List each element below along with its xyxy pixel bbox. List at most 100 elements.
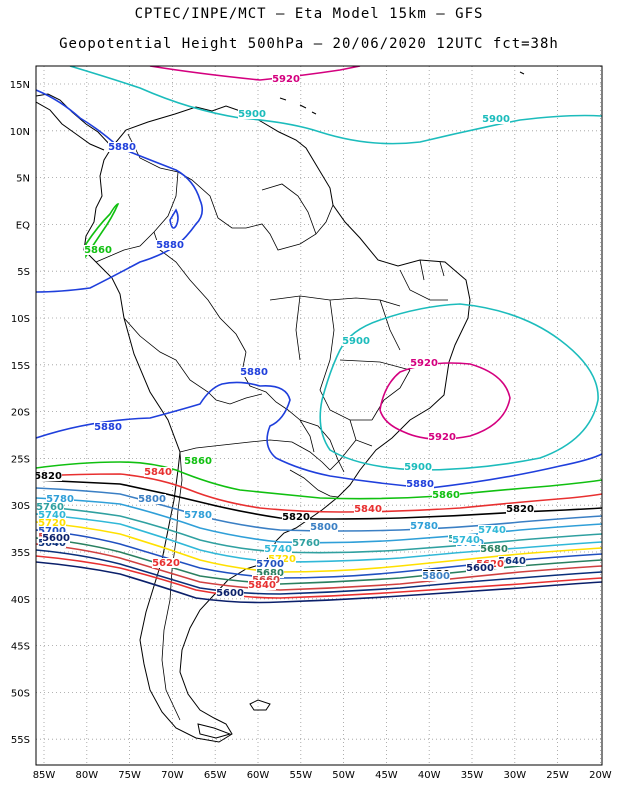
contour-label-bg — [498, 556, 526, 566]
contour-label: 5880 — [406, 479, 434, 490]
contour-label: 5680 — [480, 544, 508, 555]
contour-label: 5820 — [282, 512, 310, 523]
contour-5860 — [36, 461, 602, 500]
falkland-islands — [249, 699, 271, 711]
contour-label: 5800 — [310, 522, 338, 533]
contour-label-bg — [480, 544, 508, 554]
contour-label: 5740 — [264, 544, 292, 555]
contour-5620 — [36, 555, 602, 599]
contour-label: 5860 — [84, 245, 112, 256]
x-tick-label: 65W — [204, 770, 227, 781]
contour-label-bg — [310, 522, 338, 532]
contour-label-bg — [156, 240, 184, 250]
contour-label-bg — [264, 544, 292, 554]
contour-label: 5880 — [156, 240, 184, 251]
contour-label-bg — [36, 502, 64, 512]
contour-label-bg — [452, 535, 480, 545]
x-tick-label: 45W — [375, 770, 398, 781]
contour-label: 5740 — [38, 510, 66, 521]
contour-label: 5780 — [410, 521, 438, 532]
contour-label: 5920 — [272, 74, 300, 85]
y-tick-label: 30S — [11, 501, 30, 512]
contour-label-bg — [272, 74, 300, 84]
y-tick-label: 55S — [11, 735, 30, 746]
contour-label-bg — [422, 571, 450, 581]
y-tick-label: 5N — [16, 174, 30, 185]
contour-label-bg — [292, 538, 320, 548]
contour-5900 — [319, 303, 599, 471]
y-tick-label: 10S — [11, 314, 30, 325]
y-tick-label: 20S — [11, 408, 30, 419]
contour-label-bg — [238, 109, 266, 119]
contour-label: 5880 — [108, 142, 136, 153]
contour-5860 — [85, 203, 120, 259]
contour-5880 — [169, 208, 179, 229]
contour-lines — [36, 66, 602, 604]
contour-label-bg — [144, 467, 172, 477]
contour-label-bg — [216, 588, 244, 598]
y-tick-label: 50S — [11, 688, 30, 699]
contour-label: 5600 — [42, 533, 70, 544]
contour-label-bg — [184, 456, 212, 466]
contour-5840 — [36, 473, 602, 513]
contour-label: 5840 — [144, 467, 172, 478]
y-tick-label: 35S — [11, 548, 30, 559]
contour-label: 5760 — [292, 538, 320, 549]
contour-label: 5900 — [342, 336, 370, 347]
contour-label-bg — [240, 367, 268, 377]
contour-label-bg — [482, 114, 510, 124]
contour-label-bg — [354, 504, 382, 514]
y-tick-label: 15S — [11, 361, 30, 372]
x-tick-label: 85W — [33, 770, 56, 781]
contour-label: 5640 — [498, 556, 526, 567]
contour-label-bg — [506, 504, 534, 514]
contour-label: 5860 — [432, 490, 460, 501]
contour-label-bg — [256, 559, 284, 569]
x-tick-label: 75W — [118, 770, 141, 781]
contour-label: 5920 — [428, 432, 456, 443]
contour-label: 5880 — [94, 422, 122, 433]
contour-label-bg — [410, 521, 438, 531]
contour-label-bg — [152, 558, 180, 568]
contour-5800 — [36, 487, 602, 532]
x-tick-label: 60W — [247, 770, 270, 781]
map-frame — [35, 65, 603, 766]
x-tick-label: 55W — [289, 770, 312, 781]
contour-label-bg — [432, 490, 460, 500]
contour-5640 — [36, 549, 602, 595]
contour-5660 — [36, 543, 602, 591]
contour-label: 5860 — [184, 456, 212, 467]
contour-label-bg — [466, 563, 494, 573]
contour-label-bg — [478, 525, 506, 535]
contour-label-bg — [38, 526, 66, 536]
contour-label-bg — [38, 518, 66, 528]
contour-label: 5920 — [410, 358, 438, 369]
contour-label: 5800 — [422, 571, 450, 582]
contour-5920 — [379, 362, 511, 440]
y-tick-label: 45S — [11, 642, 30, 653]
contour-label-bg — [342, 336, 370, 346]
central-america-coastline — [36, 93, 113, 151]
contour-5780 — [36, 497, 602, 544]
contour-label: 5780 — [184, 510, 212, 521]
contour-label: 5720 — [38, 518, 66, 529]
south-america-coastline — [83, 105, 471, 743]
contour-label: 5820 — [34, 471, 62, 482]
contour-label-bg — [184, 510, 212, 520]
contour-label: 5800 — [138, 494, 166, 505]
contour-label-bg — [428, 432, 456, 442]
contour-5880 — [36, 381, 602, 489]
contour-5900 — [69, 66, 602, 145]
x-tick-label: 20W — [589, 770, 612, 781]
country-borders — [95, 133, 448, 721]
contour-label: 5740 — [452, 535, 480, 546]
contour-label: 5640 — [38, 538, 66, 549]
contour-5880 — [36, 89, 204, 293]
grid — [36, 66, 602, 765]
tierra-del-fuego — [197, 723, 232, 739]
x-tick-label: 80W — [75, 770, 98, 781]
contour-label: 5900 — [404, 462, 432, 473]
contour-label: 5740 — [478, 525, 506, 536]
contour-label: 5880 — [240, 367, 268, 378]
